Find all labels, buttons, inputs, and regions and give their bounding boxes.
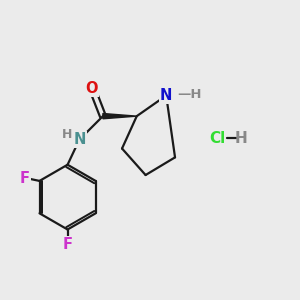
Text: —H: —H xyxy=(177,88,202,101)
Text: H: H xyxy=(235,131,248,146)
Text: O: O xyxy=(85,81,98,96)
Text: N: N xyxy=(73,132,86,147)
Text: H: H xyxy=(62,128,72,141)
Text: Cl: Cl xyxy=(210,131,226,146)
Polygon shape xyxy=(103,113,137,119)
Text: F: F xyxy=(20,171,30,186)
Text: F: F xyxy=(63,237,73,252)
Text: N: N xyxy=(160,88,172,103)
